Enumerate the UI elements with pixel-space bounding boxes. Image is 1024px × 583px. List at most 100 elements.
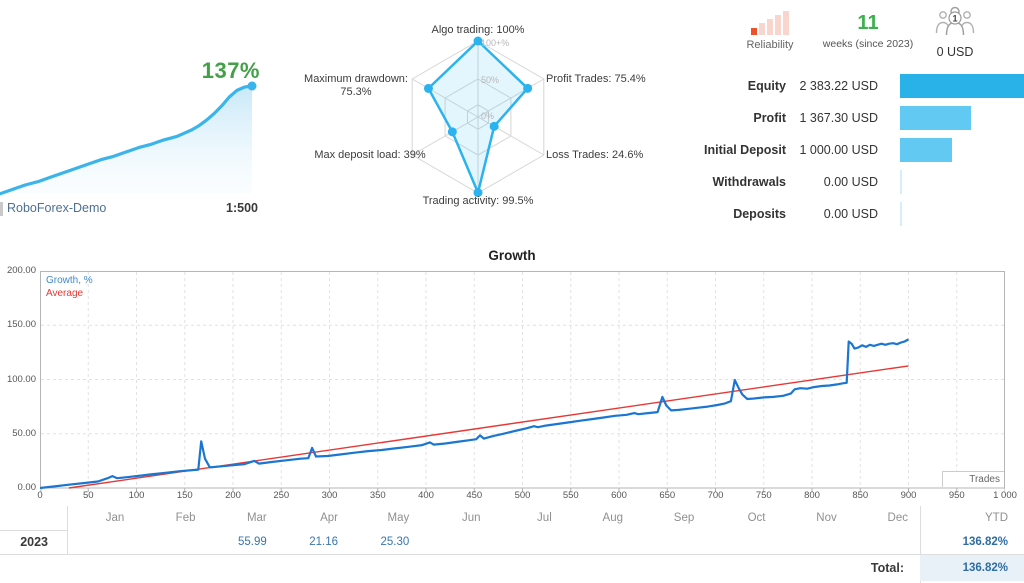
x-tick-label: 650 [659, 490, 676, 501]
subscribers-count: 1 [952, 14, 957, 24]
reliability-bar [783, 11, 789, 35]
month-header: Sep [673, 512, 695, 524]
account-metric-bar [900, 170, 902, 194]
growth-percent-label: 137% [201, 58, 260, 83]
month-return-value [136, 530, 207, 554]
subscribers-funds: 0 USD [936, 45, 974, 59]
growth-chart-title: Growth [488, 248, 536, 263]
account-row: Profit 1 367.30 USD [680, 102, 1024, 134]
radar-ring-label: 0% [481, 111, 494, 121]
account-metric-label: Initial Deposit [704, 143, 786, 157]
left-edge-tick [0, 202, 3, 216]
radar-ring-label: 50% [481, 75, 499, 85]
radar-label-loss-trades: Loss Trades: 24.6% [546, 149, 644, 161]
month-return-value [65, 530, 136, 554]
month-header: Jul [537, 512, 552, 524]
subscribers-icon: 1 [935, 6, 975, 36]
y-tick-label: 0.00 [17, 482, 37, 493]
y-tick-label: 200.00 [6, 265, 36, 276]
radar-label-trading-activity: Trading activity: 99.5% [422, 195, 534, 207]
month-header: Oct [747, 512, 766, 524]
x-tick-label: 750 [755, 490, 772, 501]
total-label: Total: [870, 561, 904, 575]
table-divider-year-underline [0, 530, 67, 531]
weeks-caption: weeks (since 2023) [822, 38, 914, 50]
account-metric-bar [900, 202, 902, 226]
year-label: 2023 [20, 535, 48, 549]
table-divider-total [0, 554, 1024, 555]
radar-grid: 100+% 50% 0% [411, 36, 545, 198]
x-tick-label: 100 [128, 490, 145, 501]
y-tick-label: 100.00 [6, 373, 36, 385]
account-metric-label: Equity [747, 79, 786, 93]
month-return-value [849, 530, 920, 554]
month-return-value [421, 530, 492, 554]
x-tick-label: 450 [466, 490, 483, 501]
radar-label-algo-trading: Algo trading: 100% [431, 24, 525, 36]
table-divider-vertical-ytd [920, 506, 921, 583]
account-row: Initial Deposit 1 000.00 USD [680, 134, 1024, 166]
month-return-value: 25.30 [380, 536, 410, 548]
growth-chart-legend: Growth, % Average [46, 274, 93, 300]
month-header: Apr [320, 512, 338, 524]
legend-growth-series: Growth, % [46, 275, 93, 286]
account-metric-value: 1 000.00 USD [799, 143, 878, 157]
month-return-value [778, 530, 849, 554]
x-tick-label: 400 [418, 490, 434, 501]
account-metric-bar [900, 74, 1024, 98]
y-tick-label: 150.00 [6, 319, 36, 331]
month-header: Aug [602, 512, 623, 524]
month-header: Mar [246, 512, 267, 524]
balance-sparkline-chart [0, 81, 257, 196]
reliability-indicator: Reliability [733, 10, 807, 51]
account-metric-label: Deposits [733, 207, 786, 221]
account-row: Deposits 0.00 USD [680, 198, 1024, 230]
account-metric-value: 2 383.22 USD [799, 79, 878, 93]
month-header: Jan [105, 512, 125, 524]
month-return-value [635, 530, 706, 554]
account-metric-bar [900, 138, 953, 162]
account-metric-value: 0.00 USD [823, 207, 878, 221]
x-tick-label: 1 000 [993, 490, 1017, 501]
month-return-value [564, 530, 635, 554]
leverage-label: 1:500 [226, 201, 258, 215]
x-tick-label: 50 [82, 490, 94, 501]
growth-chart-plot: Growth, % Average Trades [39, 271, 1006, 493]
reliability-bars-icon [733, 10, 807, 35]
reliability-bar [775, 15, 781, 35]
reliability-bar [767, 19, 773, 35]
x-tick-label: 800 [804, 490, 820, 501]
radar-label-max-deposit-load: Max deposit load: 39% [314, 149, 426, 161]
x-tick-label: 0 [37, 490, 43, 501]
x-tick-label: 150 [176, 490, 193, 501]
month-return-value [493, 530, 564, 554]
x-tick-label: 900 [900, 490, 917, 501]
x-tick-label: 250 [273, 490, 290, 501]
month-return-value [706, 530, 777, 554]
x-tick-label: 200 [225, 490, 241, 501]
reliability-bar [759, 23, 765, 35]
month-return-value: 55.99 [237, 536, 267, 548]
y-tick-label: 50.00 [12, 427, 36, 439]
x-tick-label: 350 [369, 490, 386, 501]
month-header: May [387, 512, 410, 524]
account-row: Equity 2 383.22 USD [680, 70, 1024, 102]
reliability-label: Reliability [746, 39, 794, 51]
account-metric-value: 1 367.30 USD [799, 111, 878, 125]
radar-ring-label: 100+% [481, 38, 509, 48]
radar-label-profit-trades: Profit Trades: 75.4% [546, 73, 646, 85]
month-return-value: 21.16 [309, 536, 338, 548]
account-summary-table: Equity 2 383.22 USD Profit 1 367.30 USD Init… [680, 70, 1024, 230]
ytd-header: YTD [985, 512, 1008, 524]
signal-radar-chart: 100+% 50% 0% Algo trading: 100% Profit Tra… [290, 15, 670, 225]
x-tick-label: 700 [707, 490, 724, 501]
account-metric-bar [900, 106, 972, 130]
broker-link[interactable]: RoboForex-Demo [7, 201, 107, 215]
radar-label-maximum-drawdown: Maximum drawdown: 75.3% [304, 73, 408, 98]
x-tick-label: 500 [514, 490, 531, 501]
month-header: Feb [175, 512, 196, 524]
x-axis-unit-label: Trades [942, 471, 1004, 487]
x-tick-label: 300 [321, 490, 338, 501]
x-tick-label: 950 [948, 490, 965, 501]
signal-age: 11 weeks (since 2023) [815, 12, 921, 50]
